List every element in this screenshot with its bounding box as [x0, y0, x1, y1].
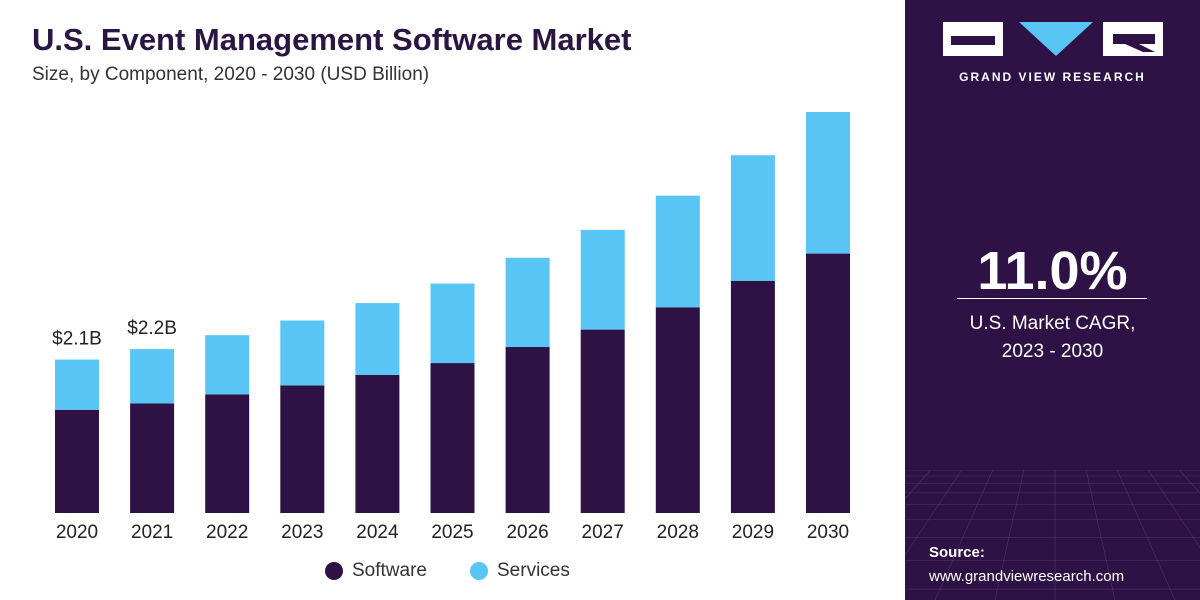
- bar-software-2028: [655, 307, 700, 513]
- x-tick-2021: 2021: [131, 522, 173, 543]
- brand-name: GRAND VIEW RESEARCH: [959, 70, 1146, 84]
- bar-software-2020: [55, 409, 99, 513]
- panel-mask: [905, 0, 1200, 470]
- cagr-label-line2: 2023 - 2030: [1001, 341, 1104, 362]
- legend-label-software: Software: [352, 560, 427, 581]
- bar-services-2024: [355, 303, 400, 375]
- bar-services-2023: [280, 320, 325, 386]
- data-label-2020: $2.1B: [52, 329, 102, 350]
- info-panel: GRAND VIEW RESEARCH 11.0% U.S. Market CA…: [905, 0, 1200, 600]
- bar-services-2027: [580, 229, 625, 330]
- cagr-value: 11.0%: [977, 241, 1128, 301]
- bar-software-2021: [130, 403, 175, 513]
- x-tick-2020: 2020: [56, 522, 98, 543]
- cagr-label-line1: U.S. Market CAGR,: [969, 313, 1136, 334]
- legend-item-software: Software: [325, 560, 427, 582]
- wireframe-background: [905, 0, 1200, 600]
- bar-software-2030: [806, 253, 850, 513]
- bar-software-2022: [205, 394, 250, 513]
- x-tick-2025: 2025: [431, 522, 473, 543]
- x-tick-2023: 2023: [281, 522, 323, 543]
- bar-software-2025: [430, 363, 475, 513]
- data-label-2021: $2.2B: [127, 318, 177, 339]
- source-url: www.grandviewresearch.com: [929, 568, 1125, 585]
- cagr-label: U.S. Market CAGR, 2023 - 2030: [905, 310, 1200, 366]
- legend-item-services: Services: [470, 560, 570, 582]
- bar-chart: 2020 2021 2022 2023 2024 2025 2026 2027 2028 2029…: [52, 112, 850, 543]
- chart-legend: Software Services: [0, 560, 905, 590]
- bar-services-2021: [130, 349, 175, 404]
- chart-area: U.S. Event Management Software Market Si…: [0, 22, 905, 590]
- bar-software-2026: [505, 347, 550, 513]
- chart-subtitle: Size, by Component, 2020 - 2030 (USD Bil…: [32, 64, 430, 85]
- bar-services-2022: [205, 335, 250, 395]
- gvr-logo: [943, 22, 1163, 56]
- source-label: Source:: [929, 544, 985, 561]
- x-tick-2024: 2024: [356, 522, 399, 543]
- legend-label-services: Services: [497, 560, 570, 581]
- x-tick-2022: 2022: [206, 522, 248, 543]
- cagr-divider: [957, 298, 1147, 299]
- legend-swatch-software: [325, 562, 343, 580]
- legend-swatch-services: [470, 562, 488, 580]
- bar-services-2025: [430, 283, 475, 364]
- bar-software-2023: [280, 385, 325, 513]
- bar-software-2029: [730, 280, 775, 513]
- bar-software-2027: [580, 329, 625, 513]
- bar-services-2030: [806, 112, 850, 254]
- x-tick-2026: 2026: [506, 522, 548, 543]
- x-tick-2028: 2028: [657, 522, 699, 543]
- bar-software-2024: [355, 374, 400, 513]
- bar-services-2029: [730, 155, 775, 281]
- bar-services-2026: [505, 257, 550, 348]
- chart-title: U.S. Event Management Software Market: [32, 22, 632, 57]
- x-tick-2027: 2027: [582, 522, 624, 543]
- bar-services-2020: [55, 359, 99, 410]
- x-tick-2029: 2029: [732, 522, 774, 543]
- x-tick-2030: 2030: [807, 522, 849, 543]
- bar-services-2028: [655, 195, 700, 308]
